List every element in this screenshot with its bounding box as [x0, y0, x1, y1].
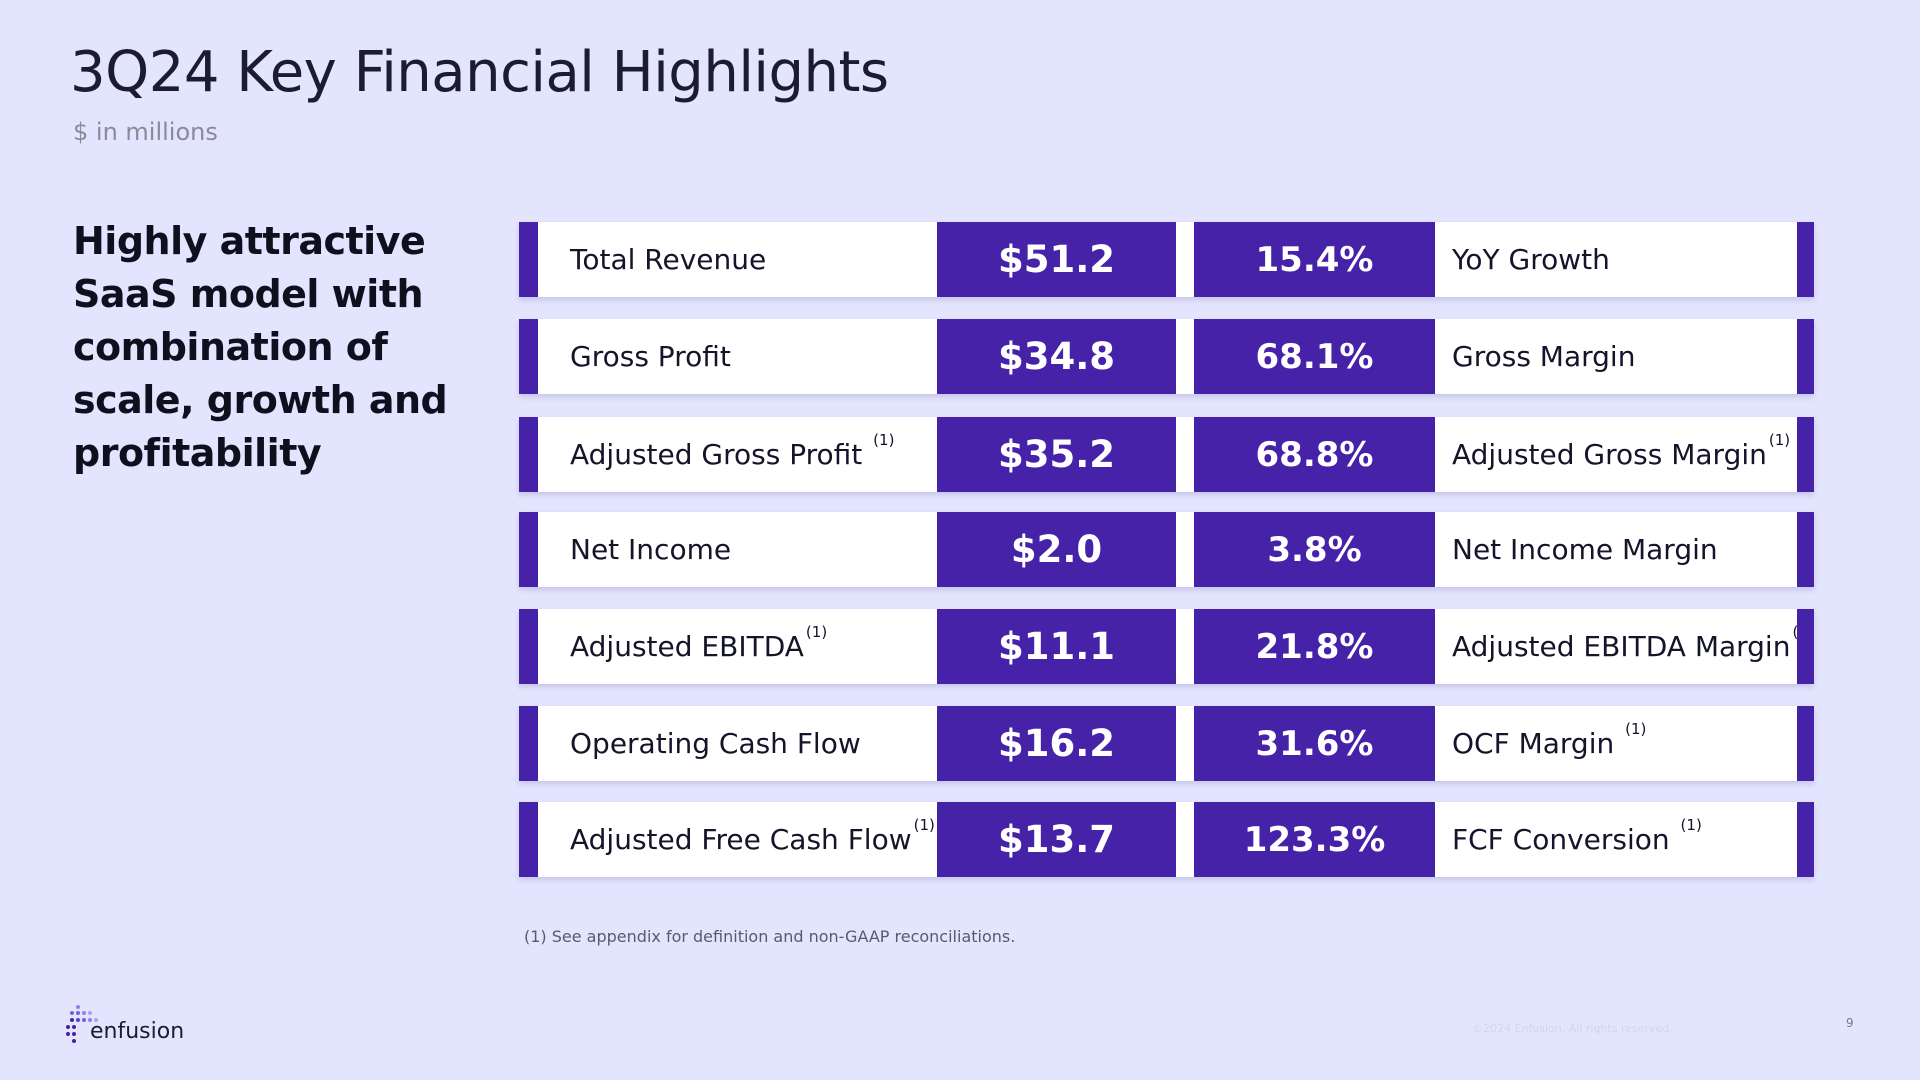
row-right-accent — [1797, 802, 1814, 877]
label-cell: Gross Profit — [538, 319, 956, 394]
row-label: Adjusted EBITDA — [570, 630, 804, 663]
table-row: Adjusted EBITDA (1) $11.1 21.8% Adjusted … — [519, 609, 1814, 684]
row-value: $51.2 — [937, 222, 1176, 297]
row-value: $16.2 — [937, 706, 1176, 781]
metric-cell: YoY Growth — [1435, 222, 1797, 297]
row-left-accent — [519, 802, 538, 877]
row-metric: OCF Margin — [1452, 727, 1624, 760]
table-row: Adjusted Free Cash Flow (1) $13.7 123.3% … — [519, 802, 1814, 877]
row-label: Net Income — [570, 533, 732, 566]
metric-cell: OCF Margin (1) — [1435, 706, 1797, 781]
row-percent: 3.8% — [1194, 512, 1435, 587]
row-metric: Adjusted EBITDA Margin — [1452, 630, 1791, 663]
table-row: Net Income $2.0 3.8% Net Income Margin — [519, 512, 1814, 587]
row-left-accent — [519, 222, 538, 297]
row-value: $35.2 — [937, 417, 1176, 492]
footnote-marker: (1) — [1625, 720, 1647, 738]
page-number: 9 — [1846, 1016, 1854, 1030]
row-right-accent — [1797, 222, 1814, 297]
row-left-accent — [519, 706, 538, 781]
dot-grid-logo-icon — [66, 1005, 98, 1043]
cell-divider — [1176, 222, 1194, 297]
label-cell: Operating Cash Flow — [538, 706, 956, 781]
table-row: Operating Cash Flow $16.2 31.6% OCF Marg… — [519, 706, 1814, 781]
label-cell: Adjusted EBITDA (1) — [538, 609, 956, 684]
label-cell: Net Income — [538, 512, 956, 587]
row-label: Adjusted Gross Profit — [570, 438, 872, 471]
row-value: $2.0 — [937, 512, 1176, 587]
row-percent: 31.6% — [1194, 706, 1435, 781]
metric-cell: Net Income Margin — [1435, 512, 1797, 587]
footnote-text: (1) See appendix for definition and non-… — [524, 927, 1016, 946]
cell-divider — [1176, 706, 1194, 781]
footnote-marker: (1) — [1680, 816, 1702, 834]
table-row: Total Revenue $51.2 15.4% YoY Growth — [519, 222, 1814, 297]
cell-divider — [1176, 802, 1194, 877]
row-left-accent — [519, 609, 538, 684]
metric-cell: Adjusted Gross Margin (1) — [1435, 417, 1797, 492]
row-right-accent — [1797, 512, 1814, 587]
row-metric: FCF Conversion — [1452, 823, 1679, 856]
row-value: $13.7 — [937, 802, 1176, 877]
metric-cell: Gross Margin — [1435, 319, 1797, 394]
cell-divider — [1176, 512, 1194, 587]
footnote-marker: (1) — [913, 816, 935, 834]
page-title: 3Q24 Key Financial Highlights — [70, 40, 889, 105]
row-metric: Net Income Margin — [1452, 533, 1718, 566]
page-subtitle: $ in millions — [73, 118, 218, 146]
row-label: Total Revenue — [570, 243, 767, 276]
tagline: Highly attractive SaaS model with combin… — [73, 219, 448, 475]
footnote-marker: (1) — [805, 623, 828, 641]
row-right-accent — [1797, 706, 1814, 781]
row-label: Adjusted Free Cash Flow — [570, 823, 912, 856]
cell-divider — [1176, 417, 1194, 492]
cell-divider — [1176, 319, 1194, 394]
footnote-marker: (1) — [873, 431, 895, 449]
row-metric: Adjusted Gross Margin — [1452, 438, 1767, 471]
row-label: Operating Cash Flow — [570, 727, 861, 760]
metric-cell: FCF Conversion (1) — [1435, 802, 1797, 877]
row-right-accent — [1797, 417, 1814, 492]
logo-wordmark: enfusion — [90, 1019, 185, 1044]
table-row: Gross Profit $34.8 68.1% Gross Margin — [519, 319, 1814, 394]
label-cell: Adjusted Gross Profit (1) — [538, 417, 956, 492]
row-left-accent — [519, 319, 538, 394]
label-cell: Total Revenue — [538, 222, 956, 297]
row-percent: 123.3% — [1194, 802, 1435, 877]
label-cell: Adjusted Free Cash Flow (1) — [538, 802, 956, 877]
row-value: $34.8 — [937, 319, 1176, 394]
row-right-accent — [1797, 319, 1814, 394]
row-percent: 68.8% — [1194, 417, 1435, 492]
row-right-accent — [1797, 609, 1814, 684]
table-row: Adjusted Gross Profit (1) $35.2 68.8% Ad… — [519, 417, 1814, 492]
cell-divider — [1176, 609, 1194, 684]
row-left-accent — [519, 417, 538, 492]
row-metric: YoY Growth — [1452, 243, 1610, 276]
row-value: $11.1 — [937, 609, 1176, 684]
row-metric: Gross Margin — [1452, 340, 1636, 373]
copyright-text: ©2024 Enfusion. All rights reserved. — [1472, 1022, 1673, 1035]
company-logo: enfusion — [66, 1003, 186, 1048]
row-percent: 68.1% — [1194, 319, 1435, 394]
row-percent: 21.8% — [1194, 609, 1435, 684]
row-label: Gross Profit — [570, 340, 731, 373]
metric-cell: Adjusted EBITDA Margin(1) — [1435, 609, 1814, 684]
row-percent: 15.4% — [1194, 222, 1435, 297]
row-left-accent — [519, 512, 538, 587]
footnote-marker: (1) — [1768, 431, 1791, 449]
